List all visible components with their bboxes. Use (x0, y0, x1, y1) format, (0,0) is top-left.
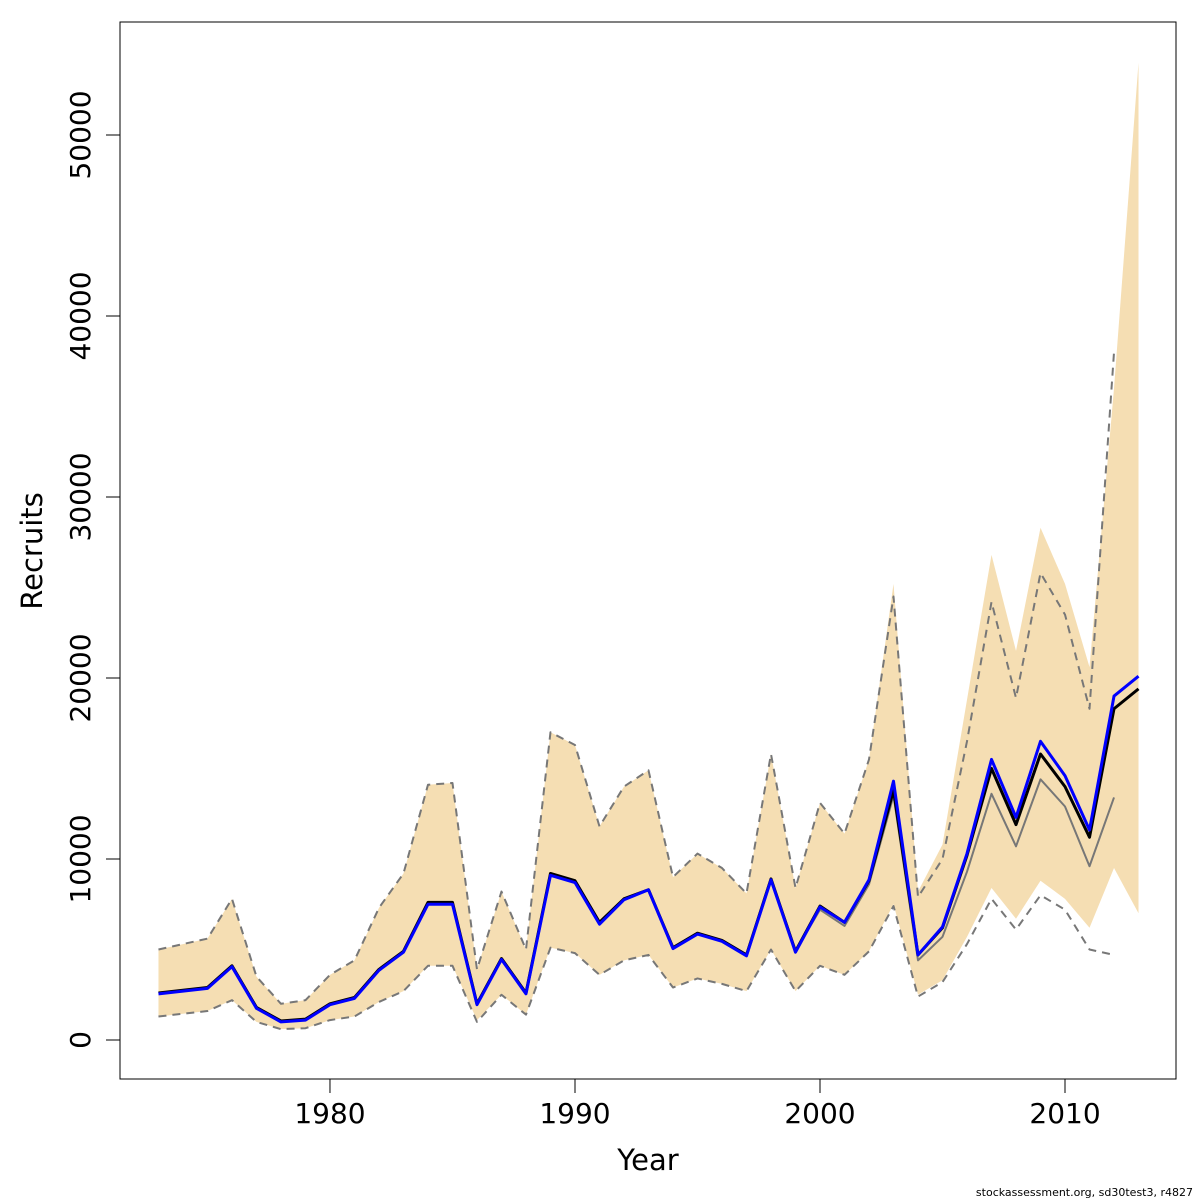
series-line (158, 675, 1140, 1024)
x-axis-label: Year (616, 1143, 678, 1177)
plot-frame (119, 21, 1177, 1080)
x-tick-label: 1990 (539, 1097, 610, 1130)
y-tick-label: 10000 (64, 814, 97, 903)
y-tick-label: 0 (64, 1031, 97, 1049)
series-line (158, 894, 1115, 1031)
caption: stockassessment.org, sd30test3, r4827 (976, 1186, 1193, 1199)
series-line (158, 352, 1116, 1005)
x-tick-label: 2010 (1029, 1097, 1100, 1130)
y-axis-label: Recruits (15, 492, 49, 609)
y-tick-label: 40000 (64, 271, 97, 360)
x-tick-label: 2000 (784, 1097, 855, 1130)
y-tick-label: 20000 (64, 633, 97, 722)
y-tick-label: 30000 (64, 452, 97, 541)
x-tick-label: 1980 (294, 1097, 365, 1130)
confidence-band (158, 62, 1139, 1030)
y-tick-label: 50000 (64, 90, 97, 179)
